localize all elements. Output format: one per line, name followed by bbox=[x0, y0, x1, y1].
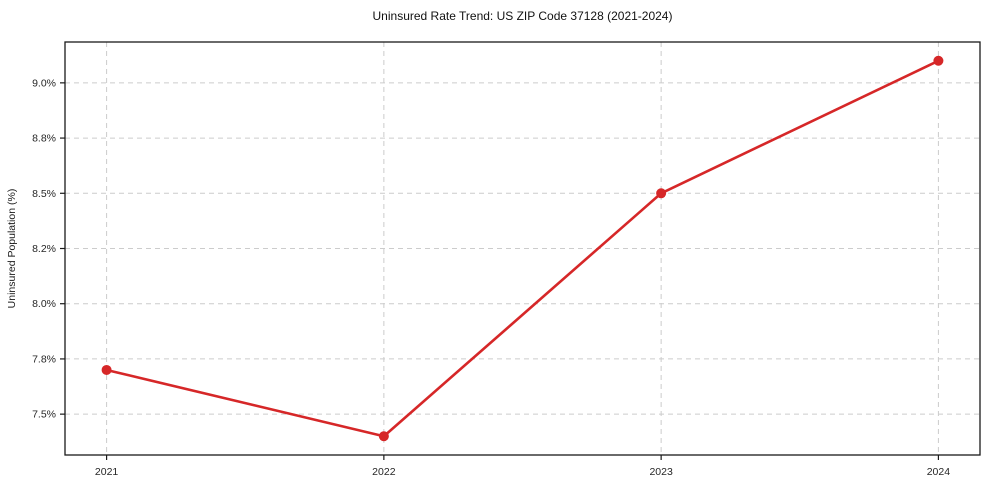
data-point bbox=[101, 364, 112, 375]
y-tick-label: 8.5% bbox=[32, 188, 56, 200]
data-point bbox=[378, 431, 389, 442]
y-tick-label: 7.5% bbox=[32, 409, 56, 421]
y-tick-label: 8.0% bbox=[32, 298, 56, 310]
x-tick-label: 2021 bbox=[95, 466, 119, 478]
x-tick-label: 2023 bbox=[649, 466, 673, 478]
x-tick-label: 2024 bbox=[927, 466, 951, 478]
tick-labels: 7.5% 7.8% 8.0% 8.2% 8.5% 8.8% 9.0% 2021 2022 2023… bbox=[32, 77, 950, 478]
y-tick-label: 8.8% bbox=[32, 133, 56, 145]
y-tick-label: 8.2% bbox=[32, 243, 56, 255]
y-axis-label: Uninsured Population (%) bbox=[6, 189, 18, 309]
data-series bbox=[101, 55, 944, 442]
data-point bbox=[933, 55, 944, 66]
x-tick-label: 2022 bbox=[372, 466, 396, 478]
data-point bbox=[656, 188, 667, 199]
chart-title: Uninsured Rate Trend: US ZIP Code 37128 … bbox=[373, 9, 673, 23]
y-tick-label: 9.0% bbox=[32, 77, 56, 89]
trend-line bbox=[105, 59, 940, 438]
gridlines bbox=[65, 42, 980, 455]
y-tick-label: 7.8% bbox=[32, 353, 56, 365]
axes-and-spines bbox=[60, 41, 981, 460]
